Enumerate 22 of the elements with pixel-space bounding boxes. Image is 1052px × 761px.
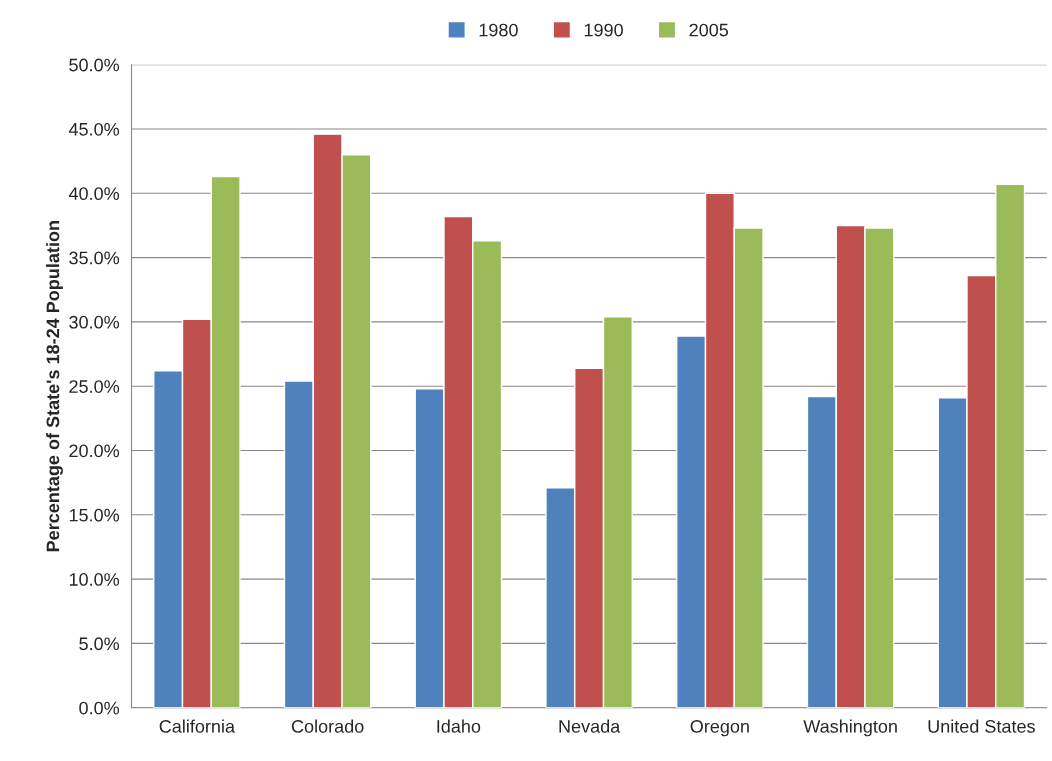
y-tick-label: 5.0% <box>79 637 120 651</box>
y-tick-label: 40.0% <box>68 187 120 201</box>
y-tick-label: 45.0% <box>68 122 120 136</box>
x-tick-label: Idaho <box>437 719 481 733</box>
legend-label: 2005 <box>689 23 729 37</box>
y-tick-label: 50.0% <box>69 58 120 72</box>
x-tick-label: California <box>159 719 236 733</box>
x-tick-label: Nevada <box>559 719 621 733</box>
x-tick-label: Oregon <box>690 720 749 737</box>
y-tick-label: 20.0% <box>69 444 120 458</box>
y-tick-label: 35.0% <box>69 251 120 265</box>
y-tick-label: 15.0% <box>69 508 120 522</box>
y-axis-title: Percentage of State's 18-24 Population <box>46 221 63 552</box>
y-tick-label: 25.0% <box>69 380 120 393</box>
legend-label: 1980 <box>479 23 518 37</box>
y-tick-label: 0.0% <box>79 701 120 715</box>
x-tick-label: Washington <box>803 719 897 737</box>
y-tick-label: 30.0% <box>69 315 120 329</box>
y-tick-label: 10.0% <box>69 573 120 586</box>
legend-label: 1990 <box>584 23 623 37</box>
x-tick-label: Colorado <box>291 719 364 733</box>
x-tick-label: United States <box>928 719 1035 733</box>
